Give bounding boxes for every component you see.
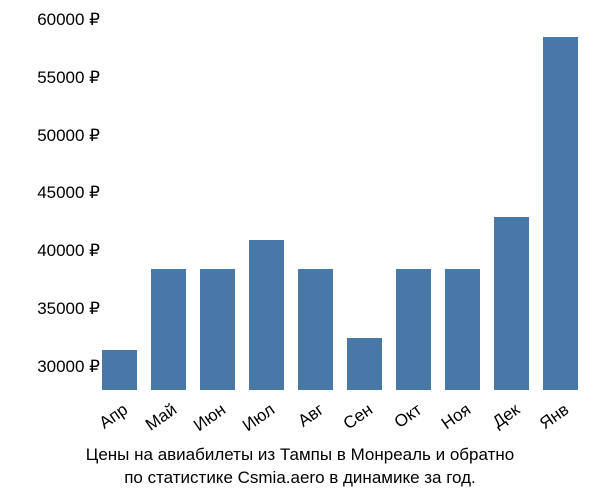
bar (298, 269, 333, 390)
x-tick-label: Янв (525, 400, 573, 442)
x-tick-label: Май (133, 400, 181, 442)
y-tick-label: 30000 ₽ (37, 357, 100, 377)
bar (494, 217, 529, 390)
bar (445, 269, 480, 390)
y-tick-label: 40000 ₽ (37, 241, 100, 261)
chart-caption: Цены на авиабилеты из Тампы в Монреаль и… (0, 444, 600, 490)
bar-chart (95, 20, 585, 390)
y-tick-label: 60000 ₽ (37, 10, 100, 30)
caption-line-1: Цены на авиабилеты из Тампы в Монреаль и… (86, 445, 514, 464)
chart-container: 30000 ₽ 35000 ₽ 40000 ₽ 45000 ₽ 50000 ₽ 55000… (0, 0, 600, 500)
y-tick-label: 55000 ₽ (37, 68, 100, 88)
bar (200, 269, 235, 390)
bar (347, 338, 382, 390)
x-tick-label: Апр (84, 400, 132, 442)
x-tick-label: Окт (378, 400, 426, 442)
y-tick-label: 45000 ₽ (37, 183, 100, 203)
bar (151, 269, 186, 390)
x-tick-label: Сен (329, 400, 377, 442)
x-tick-label: Дек (476, 400, 524, 442)
caption-line-2: по статистике Csmia.aero в динамике за г… (124, 468, 476, 487)
bar (543, 37, 578, 390)
bar (396, 269, 431, 390)
x-tick-label: Июл (231, 400, 279, 442)
bar (249, 240, 284, 390)
bar (102, 350, 137, 390)
x-tick-label: Авг (280, 400, 328, 442)
x-tick-label: Июн (182, 400, 230, 442)
x-tick-label: Ноя (427, 400, 475, 442)
y-tick-label: 50000 ₽ (37, 126, 100, 146)
y-tick-label: 35000 ₽ (37, 299, 100, 319)
plot-area (95, 20, 585, 390)
